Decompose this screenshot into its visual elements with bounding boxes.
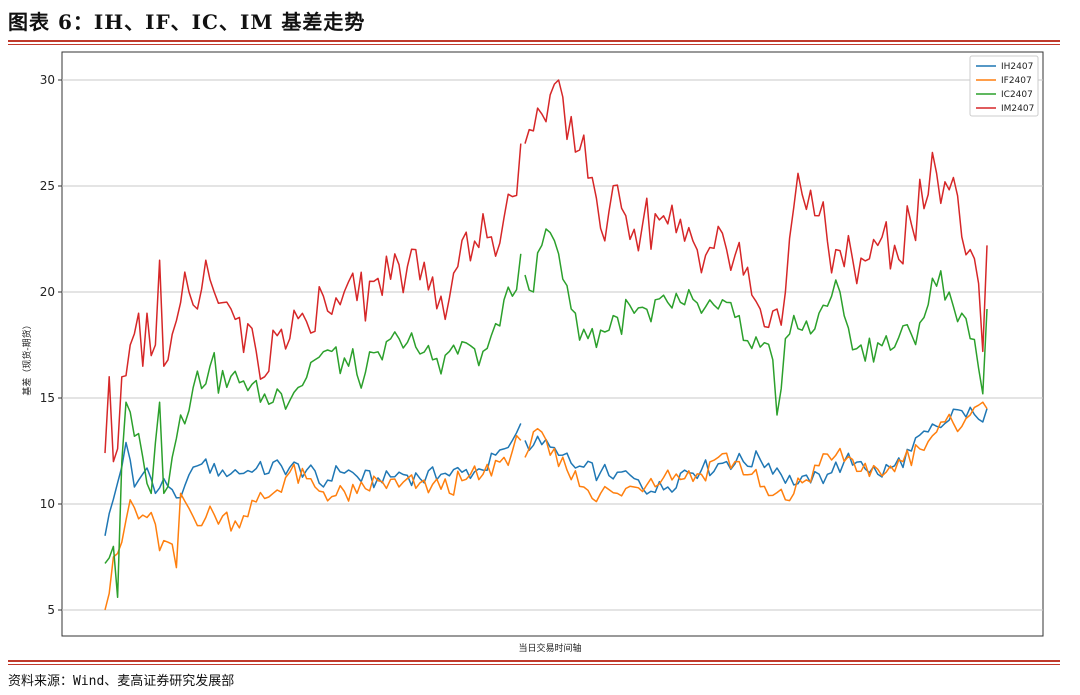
y-axis-label: 基差（现货-期货）: [21, 320, 33, 395]
legend-label-IH2407: IH2407: [1001, 62, 1033, 72]
top-rule-thin: [8, 44, 1060, 45]
series-IC2407: [104, 228, 988, 599]
basis-line-chart: 5 10 15 20 25 30 当日交易时间轴 基差（现货-期货） IH2407 IF24…: [21, 51, 1044, 654]
series-line-IH2407-part2: [524, 406, 988, 495]
series-IM2407: [104, 79, 988, 463]
y-tick-label: 10: [40, 497, 55, 511]
series-line-IM2407-part1: [104, 143, 522, 463]
series-line-IF2407-part1: [104, 434, 522, 611]
y-tick-label: 15: [40, 391, 55, 405]
series-line-IH2407-part1: [104, 423, 522, 536]
series-line-IC2407-part2: [524, 228, 988, 416]
legend: IH2407 IF2407 IC2407 IM2407: [969, 55, 1039, 117]
legend-box: [969, 55, 1039, 117]
series-line-IC2407-part1: [104, 253, 522, 599]
x-axis-label: 当日交易时间轴: [518, 642, 581, 654]
bottom-rule: [8, 660, 1060, 662]
legend-label-IF2407: IF2407: [1001, 76, 1032, 86]
bottom-rule-thin: [8, 664, 1060, 665]
source-note: 资料来源：Wind、麦高证券研究发展部: [8, 674, 235, 689]
legend-label-IC2407: IC2407: [1001, 90, 1033, 100]
y-tick-label: 25: [40, 179, 55, 193]
figure-title: 图表 6：IH、IF、IC、IM 基差走势: [8, 10, 366, 34]
series-line-IF2407-part2: [524, 401, 988, 503]
top-rule: [8, 40, 1060, 42]
series-IF2407: [104, 401, 988, 611]
y-tick-label: 30: [40, 73, 55, 87]
legend-label-IM2407: IM2407: [1001, 104, 1034, 114]
series-line-IM2407-part2: [524, 79, 988, 353]
y-tick-label: 5: [47, 603, 55, 617]
series-IH2407: [104, 406, 988, 536]
y-tick-label: 20: [40, 285, 55, 299]
